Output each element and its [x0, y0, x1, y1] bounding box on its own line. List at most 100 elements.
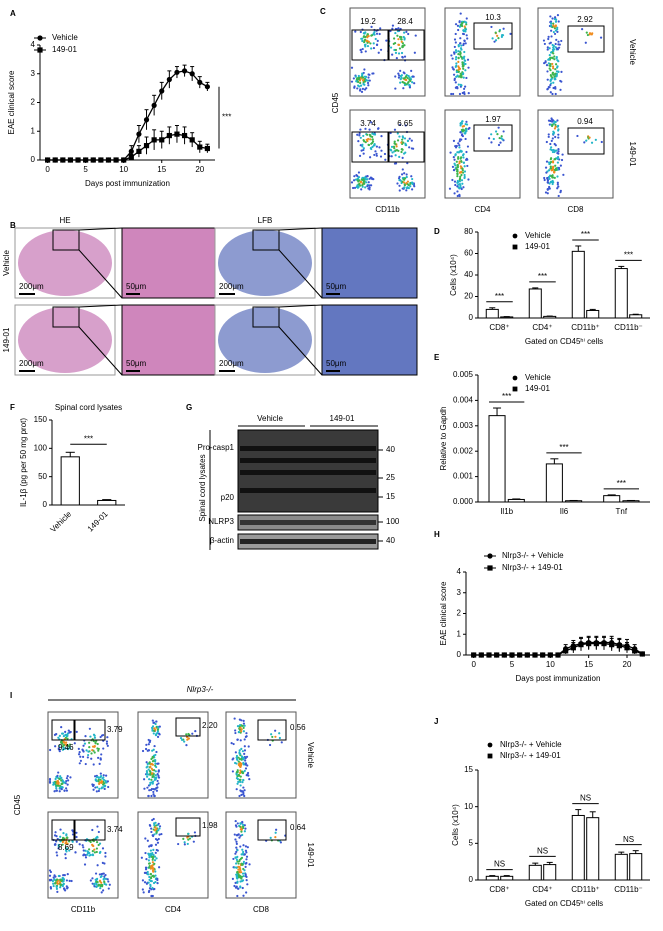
flow-event — [454, 32, 457, 36]
flow-event — [457, 66, 461, 69]
data-point — [517, 652, 523, 658]
flow-event — [151, 886, 154, 890]
flow-event — [68, 849, 71, 852]
flow-event — [556, 65, 559, 68]
flow-event — [68, 743, 71, 746]
flow-event — [459, 83, 462, 86]
flow-event — [236, 782, 239, 785]
gate-value: 9.46 — [58, 743, 74, 752]
flow-event — [233, 866, 236, 869]
flow-event — [153, 862, 156, 865]
flow-event — [235, 858, 239, 861]
flow-event — [150, 853, 153, 856]
flow-event — [187, 838, 190, 841]
lane-label: Vehicle — [257, 414, 283, 423]
flow-event — [554, 63, 558, 66]
flow-event — [148, 845, 151, 848]
flow-event — [408, 78, 411, 81]
flow-event — [459, 124, 462, 127]
flow-event — [148, 854, 152, 857]
flow-event — [554, 169, 557, 172]
flow-event — [100, 780, 104, 783]
x-tick-label: CD4⁺ — [532, 885, 552, 894]
flow-event — [465, 17, 468, 20]
y-axis-label: CD45 — [331, 92, 340, 113]
gate-value: 2.20 — [202, 721, 218, 730]
flow-event — [149, 876, 153, 879]
flow-event — [401, 168, 404, 171]
flow-event — [78, 762, 81, 765]
significance-label: NS — [580, 794, 591, 803]
gate-value: 0.94 — [577, 117, 593, 126]
y-tick-label: 0.000 — [453, 497, 474, 506]
y-axis-label: IL-1β (pg per 50 mg prot) — [19, 418, 28, 507]
flow-event — [60, 879, 64, 882]
flow-event — [88, 854, 91, 857]
flow-event — [460, 156, 463, 159]
flow-event — [356, 133, 359, 136]
gate — [74, 719, 106, 741]
flow-event — [245, 855, 249, 858]
flow-event — [458, 20, 461, 23]
flow-event — [148, 789, 151, 792]
data-point — [478, 652, 484, 658]
flow-event — [280, 741, 283, 744]
flow-event — [370, 47, 373, 50]
flow-event — [364, 186, 367, 189]
flow-event — [400, 148, 403, 151]
flow-event — [546, 78, 549, 81]
flow-event — [54, 875, 57, 878]
flow-event — [51, 880, 54, 883]
data-point — [181, 132, 188, 139]
flow-event — [90, 757, 93, 760]
flow-event — [362, 139, 365, 142]
blot-band — [240, 470, 376, 475]
flow-event — [149, 783, 152, 786]
flow-event — [241, 886, 244, 890]
flow-event — [542, 39, 546, 42]
x-tick-label: 20 — [623, 660, 632, 669]
flow-event — [95, 790, 98, 793]
flow-event — [238, 749, 241, 752]
flow-event — [98, 782, 101, 786]
flow-event — [549, 69, 552, 72]
flow-event — [234, 751, 237, 754]
flow-event — [454, 23, 458, 26]
flow-event — [500, 35, 503, 38]
flow-event — [78, 843, 81, 846]
flow-event — [147, 881, 150, 884]
flow-event — [585, 31, 588, 34]
flow-event — [452, 92, 455, 96]
flow-event — [385, 39, 388, 42]
flow-event — [401, 46, 404, 49]
flow-event — [93, 751, 96, 754]
x-axis-label: CD8 — [567, 205, 584, 214]
flow-event — [104, 873, 107, 877]
flow-event — [461, 63, 464, 66]
flow-event — [458, 92, 462, 96]
bar — [488, 415, 506, 503]
significance-label: NS — [623, 835, 634, 844]
data-point — [189, 71, 195, 77]
flow-event — [458, 160, 461, 163]
data-point — [624, 645, 630, 651]
data-point — [166, 132, 172, 139]
flow-event — [362, 35, 365, 38]
zoom-connector — [278, 249, 323, 299]
flow-event — [457, 157, 460, 160]
flow-event — [455, 170, 459, 173]
flow-event — [91, 850, 94, 853]
legend-label: 149-01 — [525, 384, 550, 393]
flow-event — [359, 144, 362, 147]
data-point — [166, 76, 172, 83]
flow-event — [462, 156, 465, 159]
flow-event — [552, 22, 555, 25]
flow-event — [148, 866, 151, 869]
y-tick-label: 100 — [34, 443, 48, 452]
flow-event — [408, 146, 411, 149]
flow-event — [92, 844, 95, 848]
flow-event — [557, 166, 561, 169]
flow-event — [59, 835, 62, 838]
bar — [571, 250, 585, 319]
flow-event — [404, 124, 407, 127]
